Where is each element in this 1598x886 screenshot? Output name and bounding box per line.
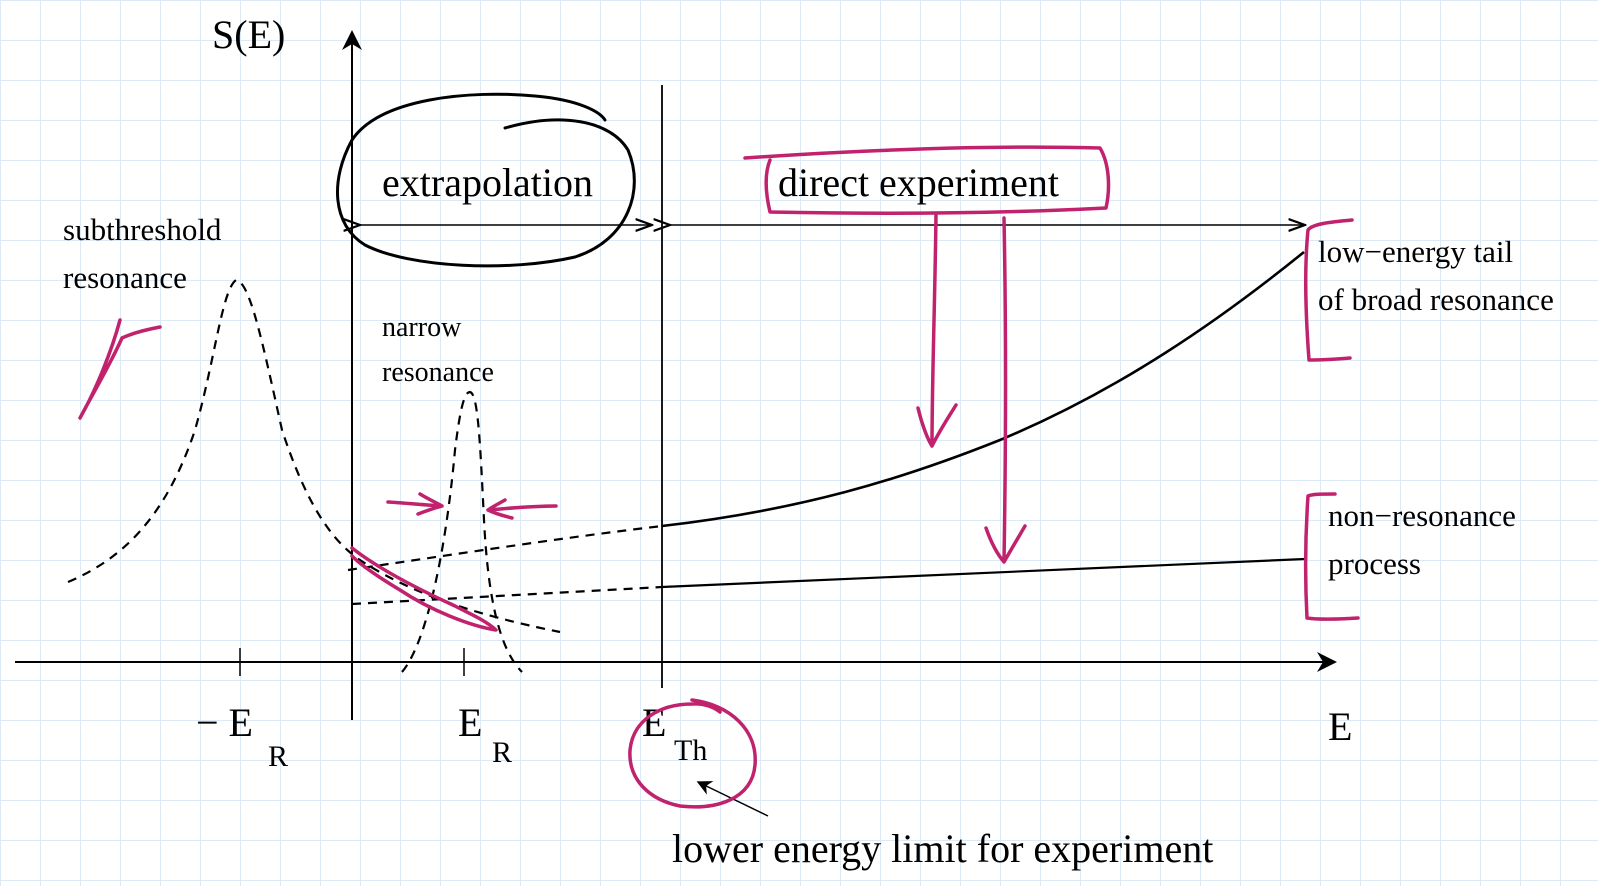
neg-er-sub: R <box>268 740 288 773</box>
direct-experiment-label: direct experiment <box>778 160 1059 205</box>
handwritten-annotations <box>78 92 1360 809</box>
tail-bracket <box>1304 218 1354 362</box>
narrow-label-1: narrow <box>382 312 462 343</box>
broad-tail-curve <box>661 250 1305 528</box>
er-sub: R <box>492 736 512 769</box>
subthreshold-label-1: subthreshold <box>63 212 222 247</box>
extrapolation-label: extrapolation <box>382 160 593 205</box>
subthreshold-label-2: resonance <box>63 260 187 295</box>
eth-circle[interactable] <box>628 698 757 809</box>
narrow-label-2: resonance <box>382 357 494 388</box>
eth-label: E <box>642 700 666 745</box>
nonres-bracket <box>1303 492 1360 621</box>
nonresonance-line <box>661 557 1306 589</box>
extrapolation-circle <box>336 92 636 268</box>
narrow-resonance-curve <box>401 390 523 673</box>
x-axis-label: E <box>1328 704 1352 749</box>
nonresonance-dashed <box>351 585 663 606</box>
width-arrow-right[interactable] <box>486 498 558 520</box>
width-arrow-left[interactable] <box>386 492 444 516</box>
lower-limit-label: lower energy limit for experiment <box>672 826 1213 871</box>
nonres-label-1: non−resonance <box>1328 498 1516 533</box>
tail-label-2: of broad resonance <box>1318 282 1554 317</box>
nonres-label-2: process <box>1328 546 1421 581</box>
er-label: E <box>458 700 482 745</box>
broad-tail-dashed <box>347 524 663 572</box>
eth-sub: Th <box>674 734 707 767</box>
direct-experiment-box[interactable] <box>743 145 1111 215</box>
overlap-highlight <box>350 546 498 632</box>
y-axis-label: S(E) <box>212 12 285 57</box>
tail-label-1: low−energy tail <box>1318 234 1513 269</box>
nonres-down-arrow[interactable] <box>984 216 1027 564</box>
neg-er-label: − E <box>196 700 253 745</box>
left-mark <box>78 318 162 420</box>
tail-down-arrow[interactable] <box>916 212 958 448</box>
